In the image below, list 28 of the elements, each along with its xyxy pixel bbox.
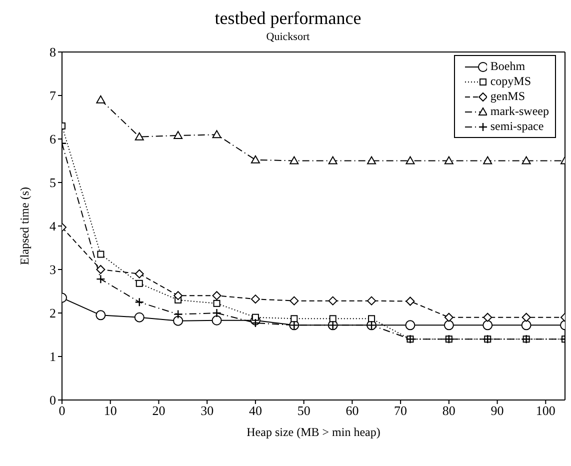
y-tick-label: 6 <box>50 132 56 147</box>
legend-label: copyMS <box>490 74 532 89</box>
legend-label: mark-sweep <box>490 104 549 119</box>
legend-label: semi-space <box>490 119 544 134</box>
y-tick-label: 4 <box>50 218 56 234</box>
y-tick-label: 2 <box>50 306 56 321</box>
y-tick-label: 8 <box>50 44 56 60</box>
chart-subtitle: Quicksort <box>265 31 311 43</box>
chart-title: testbed performance <box>214 8 362 29</box>
x-tick-label: 80 <box>442 403 456 418</box>
x-tick-label: 30 <box>200 403 214 418</box>
legend-label: Boehm <box>490 59 526 74</box>
x-tick-label: 70 <box>394 403 408 418</box>
x-tick-label: 10 <box>104 403 117 418</box>
x-axis-title: Heap size (MB > min heap) <box>246 425 380 439</box>
y-tick-label: 1 <box>50 349 56 364</box>
y-axis-title: Elapsed time (s) <box>17 187 32 265</box>
y-tick-label: 0 <box>50 392 56 408</box>
x-tick-label: 20 <box>152 403 166 418</box>
x-tick-label: 100 <box>536 403 556 418</box>
x-tick-label: 50 <box>297 403 310 418</box>
legend-label: genMS <box>490 89 526 104</box>
x-tick-label: 60 <box>346 403 359 418</box>
y-tick-label: 5 <box>50 175 56 190</box>
x-tick-label: 40 <box>248 403 262 418</box>
y-tick-label: 3 <box>50 262 56 278</box>
x-tick-label: 90 <box>490 403 504 418</box>
y-tick-label: 7 <box>50 88 56 104</box>
